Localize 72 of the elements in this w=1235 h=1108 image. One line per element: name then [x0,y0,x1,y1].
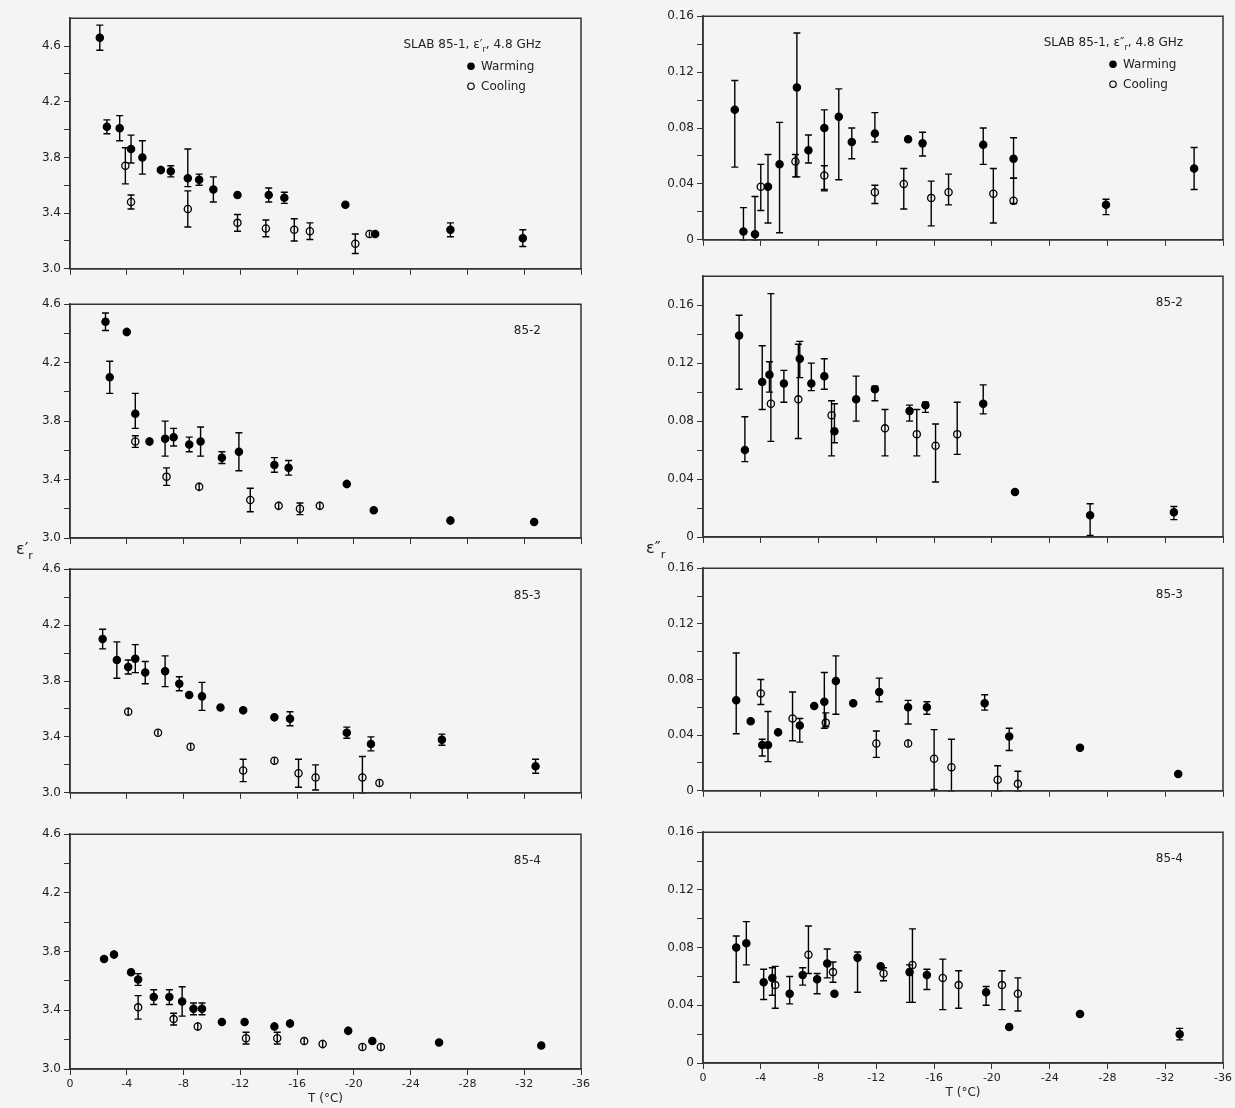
x-tick-label: -4 [121,1077,133,1091]
y-tick-label: 4.6 [41,38,61,53]
y-tick-label: 0.12 [667,355,694,370]
y-tick-label: 4.6 [41,826,61,841]
x-tick-label: -12 [231,1077,250,1091]
y-tick-label: 0.16 [667,560,694,575]
x-axis-title: T (°C) [944,1085,981,1099]
x-tick-label: -16 [288,1077,307,1091]
legend-label: Cooling [481,79,526,94]
y-tick-label: 0.04 [667,176,694,191]
x-tick-label: -8 [813,1071,825,1085]
y-tick-label: 3.8 [41,149,61,164]
y-tick-label: 4.2 [41,93,61,108]
x-tick-label: -32 [1156,1071,1175,1085]
x-tick-label: -12 [867,1071,886,1085]
text: 85-4 [513,853,541,868]
y-tick-label: 0.16 [667,824,694,839]
y-tick-label: 0.04 [667,471,694,486]
x-tick-label: -28 [1098,1071,1117,1085]
y-tick-label: 0.08 [667,671,694,686]
x-tick-label: -24 [1040,1071,1059,1085]
text: 85-3 [1155,587,1183,602]
y-tick-label: 0.04 [667,997,694,1012]
y-tick-label: 3.0 [41,530,61,545]
x-tick-label: -20 [982,1071,1001,1085]
y-tick-label: 3.4 [41,1002,61,1017]
y-tick-label: 4.2 [41,885,61,900]
y-tick-label: 3.0 [41,1061,61,1076]
y-tick-label: 4.6 [41,296,61,311]
legend-label: Warming [1123,57,1177,72]
text: 85-2 [513,323,541,338]
y-tick-label: 3.4 [41,729,61,744]
y-tick-label: 3.8 [41,943,61,958]
y-tick-label: 0.08 [667,939,694,954]
y-tick-label: 0.04 [667,727,694,742]
y-tick-label: 4.2 [41,354,61,369]
x-axis-title: T (°C) [307,1091,343,1105]
y-tick-label: 0.12 [667,882,694,897]
legend-label: Cooling [1123,77,1168,92]
y-tick-label: 0 [686,1055,694,1070]
y-tick-label: 0.08 [667,413,694,428]
y-tick-label: 4.2 [41,617,61,632]
x-tick-label: -20 [344,1077,363,1091]
y-tick-label: 3.4 [41,471,61,486]
y-tick-label: 3.0 [41,260,61,275]
text: 85-2 [1155,295,1183,310]
x-tick-label: 0 [66,1077,74,1091]
y-tick-label: 0 [686,782,694,797]
x-tick-label: 0 [699,1071,707,1085]
y-tick-label: 3.4 [41,205,61,220]
y-tick-label: 0.12 [667,64,694,79]
y-tick-label: 0.08 [667,120,694,135]
y-tick-label: 3.0 [41,784,61,799]
y-tick-label: 3.8 [41,413,61,428]
x-tick-label: -36 [572,1077,590,1091]
y-tick-label: 4.6 [41,561,61,576]
legend-label: Warming [481,59,535,74]
text: 85-4 [1155,851,1183,866]
x-tick-label: -4 [755,1071,767,1085]
x-tick-label: -32 [515,1077,534,1091]
x-tick-label: -16 [925,1071,944,1085]
y-tick-label: 0 [686,231,694,246]
y-tick-label: 0.16 [667,297,694,312]
y-tick-label: 0.16 [667,8,694,23]
y-tick-label: 3.8 [41,673,61,688]
y-tick-label: 0.12 [667,615,694,630]
x-tick-label: -28 [458,1077,477,1091]
x-tick-label: -36 [1214,1071,1232,1085]
x-tick-label: -24 [401,1077,420,1091]
x-tick-label: -8 [178,1077,190,1091]
text: 85-3 [513,588,541,603]
y-tick-label: 0 [686,529,694,544]
